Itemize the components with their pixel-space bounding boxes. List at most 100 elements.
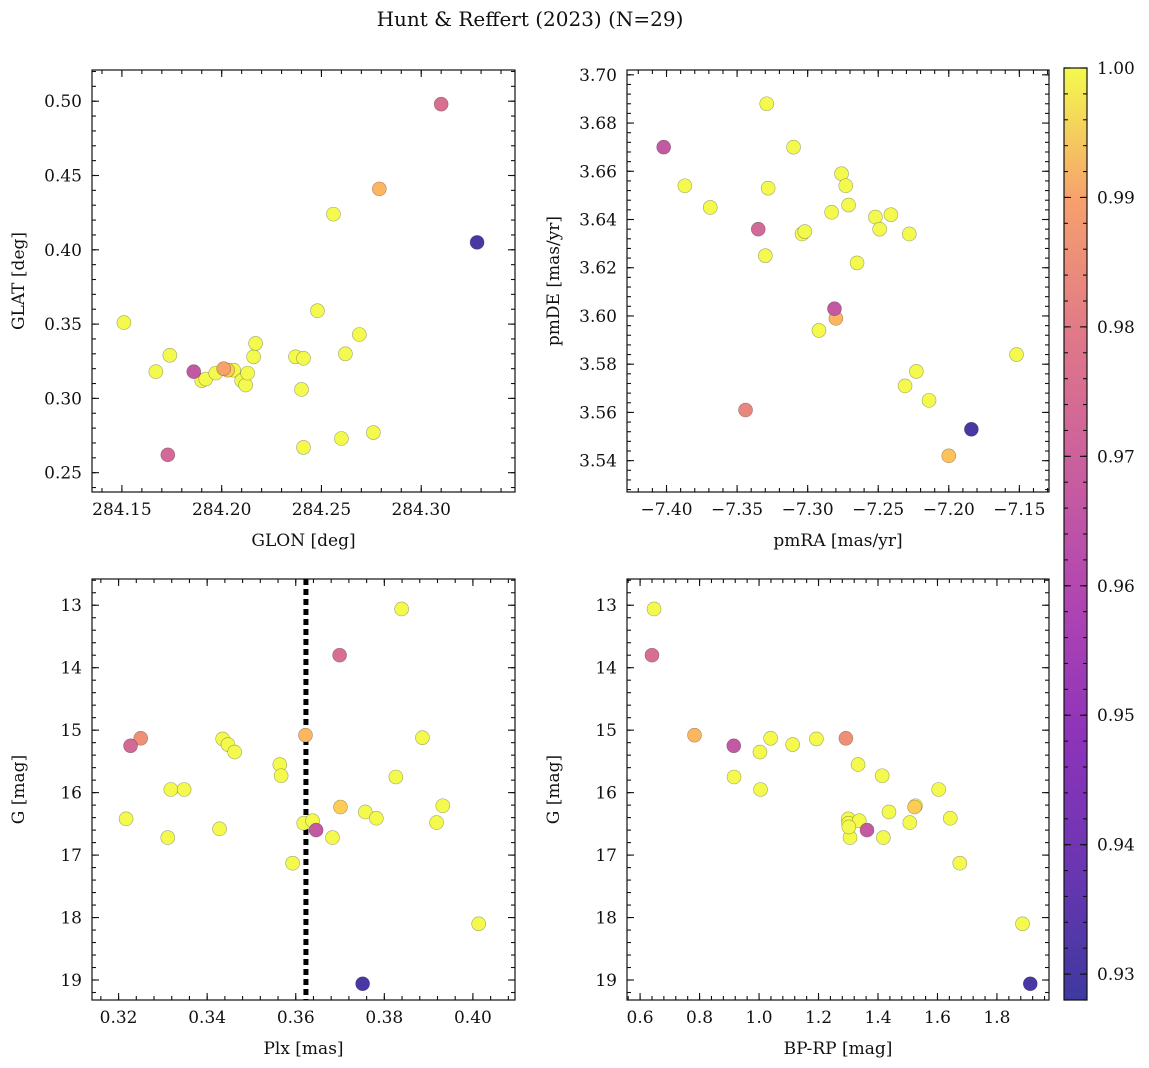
x-tick-label: 0.34 <box>188 1008 226 1028</box>
data-point <box>216 361 231 376</box>
data-point <box>758 248 773 263</box>
data-point <box>176 782 192 797</box>
x-tick-label: −7.20 <box>923 500 975 520</box>
data-point <box>901 226 917 242</box>
data-point <box>357 804 373 820</box>
y-tick-label: 0.45 <box>44 167 82 187</box>
data-point <box>763 730 778 746</box>
data-point <box>325 830 340 845</box>
y-tick-label: 0.25 <box>44 464 82 484</box>
data-point <box>133 730 149 746</box>
data-point <box>897 378 913 394</box>
y-axis-label: pmDE [mas/yr] <box>544 216 564 346</box>
x-tick-label: 1.8 <box>983 1008 1010 1028</box>
data-point <box>907 799 922 815</box>
x-tick-label: 0.32 <box>100 1008 138 1028</box>
data-point <box>941 448 957 464</box>
data-point <box>212 821 227 837</box>
data-point <box>921 393 937 408</box>
data-point <box>838 730 854 746</box>
panels: 284.15 284.20 284.25 284.30 0.25 0.30 0.35 0.40… <box>9 66 1050 1059</box>
data-point <box>296 350 311 366</box>
data-point <box>240 365 255 381</box>
data-point <box>118 811 134 827</box>
y-tick-label: 0.50 <box>44 92 82 112</box>
data-point <box>366 425 381 440</box>
data-point <box>827 301 842 317</box>
y-tick-label: 3.64 <box>579 211 617 231</box>
data-point <box>738 402 753 418</box>
data-point <box>372 181 387 197</box>
data-point <box>677 178 693 194</box>
y-tick-label: 19 <box>60 971 82 991</box>
data-point <box>273 768 289 784</box>
x-tick-label: −7.25 <box>852 500 904 520</box>
data-point <box>429 815 444 830</box>
data-point <box>160 830 176 845</box>
y-tick-label: 14 <box>60 659 82 679</box>
data-point <box>931 782 946 797</box>
data-point <box>298 727 313 743</box>
x-tick-label: 0.40 <box>454 1008 492 1028</box>
y-tick-label: 13 <box>595 596 617 616</box>
data-point <box>469 235 485 250</box>
y-axis-label: GLAT [deg] <box>9 232 29 330</box>
data-point <box>759 96 775 112</box>
x-tick-label: 284.25 <box>292 500 351 520</box>
y-tick-label: 17 <box>595 846 617 866</box>
data-point <box>809 731 824 747</box>
y-tick-label: 18 <box>595 909 617 929</box>
data-point <box>1015 916 1030 932</box>
data-point <box>942 810 958 826</box>
panel-plx-g: 0.32 0.34 0.36 0.38 0.40 13 14 15 16 17 18 19 Plx [m… <box>9 578 516 1059</box>
data-point <box>308 822 324 838</box>
data-point <box>785 737 800 752</box>
y-tick-label: 0.35 <box>44 315 82 335</box>
x-tick-label: 1.2 <box>805 1008 832 1028</box>
x-tick-label: 0.36 <box>277 1008 315 1028</box>
x-tick-label: 284.20 <box>192 500 251 520</box>
data-point <box>841 197 856 213</box>
data-point <box>850 757 866 772</box>
y-tick-label: 19 <box>595 971 617 991</box>
colorbar-tick-label: 0.94 <box>1097 836 1135 856</box>
data-point <box>332 647 347 663</box>
colorbar-gradient <box>1064 68 1087 1000</box>
data-point <box>123 738 138 754</box>
data-point <box>163 782 179 797</box>
data-point <box>334 431 349 446</box>
x-axis-label: Plx [mas] <box>263 1039 343 1059</box>
y-tick-label: 0.30 <box>44 389 82 409</box>
x-tick-label: 284.15 <box>92 500 151 520</box>
data-point <box>859 822 875 838</box>
y-tick-label: 3.66 <box>579 162 617 182</box>
data-point <box>116 315 132 330</box>
data-point <box>824 204 839 220</box>
y-axis-label: G [mag] <box>9 755 29 824</box>
plot-frame <box>91 69 516 493</box>
data-point <box>296 440 311 455</box>
colorbar-tick-label: 1.00 <box>1097 59 1135 79</box>
data-point <box>644 647 660 663</box>
x-tick-label: 0.6 <box>627 1008 654 1028</box>
data-point <box>1022 976 1038 992</box>
data-point <box>881 804 897 820</box>
data-point <box>471 916 486 932</box>
x-tick-label: 1.0 <box>746 1008 773 1028</box>
data-point <box>750 221 766 237</box>
colorbar-tick-label: 0.96 <box>1097 577 1135 597</box>
x-tick-label: −7.40 <box>640 500 692 520</box>
y-tick-label: 3.62 <box>579 259 617 279</box>
x-axis-label: pmRA [mas/yr] <box>773 531 902 551</box>
y-tick-label: 3.70 <box>579 66 617 86</box>
x-tick-label: −7.15 <box>993 500 1045 520</box>
x-tick-label: 1.6 <box>924 1008 951 1028</box>
x-tick-label: 1.4 <box>864 1008 891 1028</box>
data-point <box>162 347 178 363</box>
x-tick-label: −7.35 <box>711 500 763 520</box>
data-point <box>872 221 887 237</box>
data-point <box>227 744 242 760</box>
data-point <box>310 303 325 319</box>
y-axis-label: G [mag] <box>544 755 564 824</box>
panel-glon-glat: 284.15 284.20 284.25 284.30 0.25 0.30 0.35 0.40… <box>9 69 516 551</box>
